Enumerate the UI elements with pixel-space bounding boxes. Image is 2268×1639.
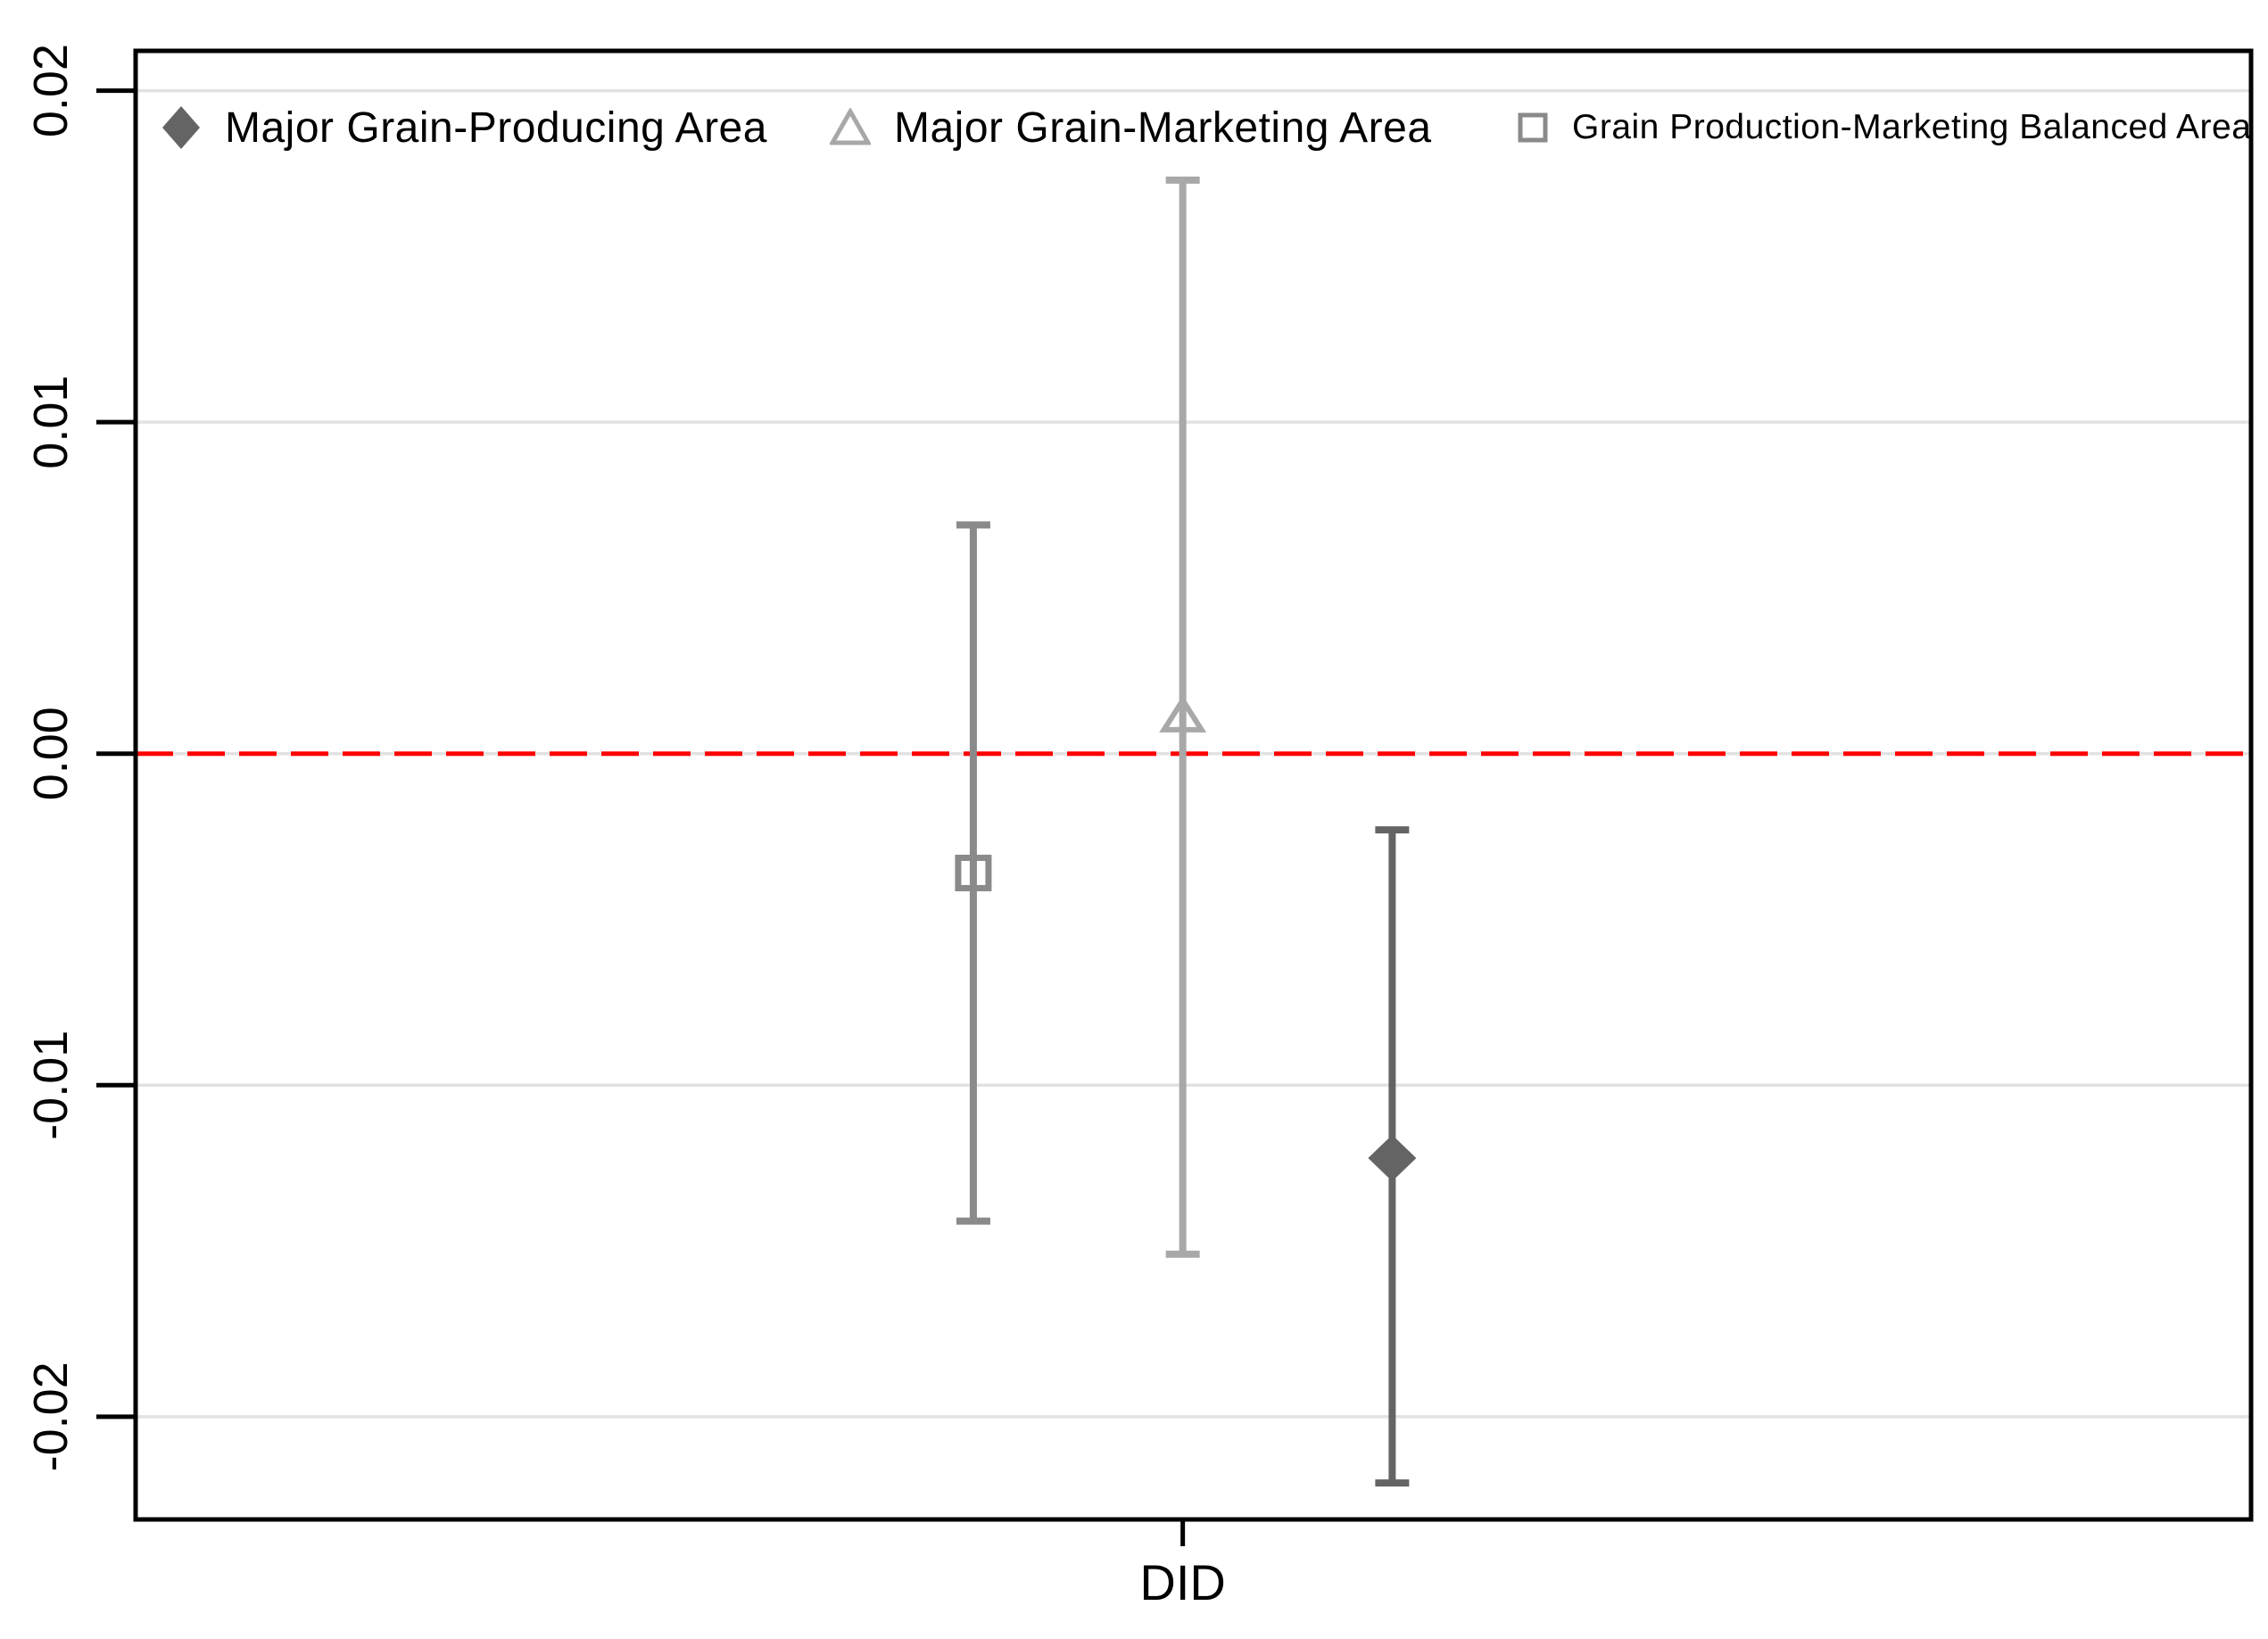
marker-triangle xyxy=(1159,695,1207,733)
legend-item-balanced-area: Grain Production-Marketing Balanced Area xyxy=(1517,96,2251,159)
open-triangle-icon xyxy=(830,108,871,145)
filled-diamond-icon xyxy=(162,106,200,149)
legend-label-producing-area: Major Grain-Producing Area xyxy=(225,103,767,152)
y-tick-label: 0.00 xyxy=(24,707,78,800)
y-tick-label: -0.01 xyxy=(24,1031,78,1140)
legend-label-marketing-area: Major Grain-Marketing Area xyxy=(894,103,1432,152)
legend-item-marketing-area: Major Grain-Marketing Area xyxy=(830,96,1432,159)
plot-border xyxy=(133,48,2254,1522)
legend-label-balanced-area: Grain Production-Marketing Balanced Area xyxy=(1572,108,2252,146)
y-tick-label: -0.02 xyxy=(24,1362,78,1471)
y-tick-label: 0.01 xyxy=(24,376,78,469)
x-axis-category-label: DID xyxy=(1139,1554,1225,1610)
marker-square xyxy=(955,854,992,891)
y-tick-label: 0.02 xyxy=(24,44,78,137)
legend-item-producing-area: Major Grain-Producing Area xyxy=(161,96,767,159)
marker-diamond xyxy=(1368,1135,1417,1182)
open-square-icon xyxy=(1518,112,1548,143)
